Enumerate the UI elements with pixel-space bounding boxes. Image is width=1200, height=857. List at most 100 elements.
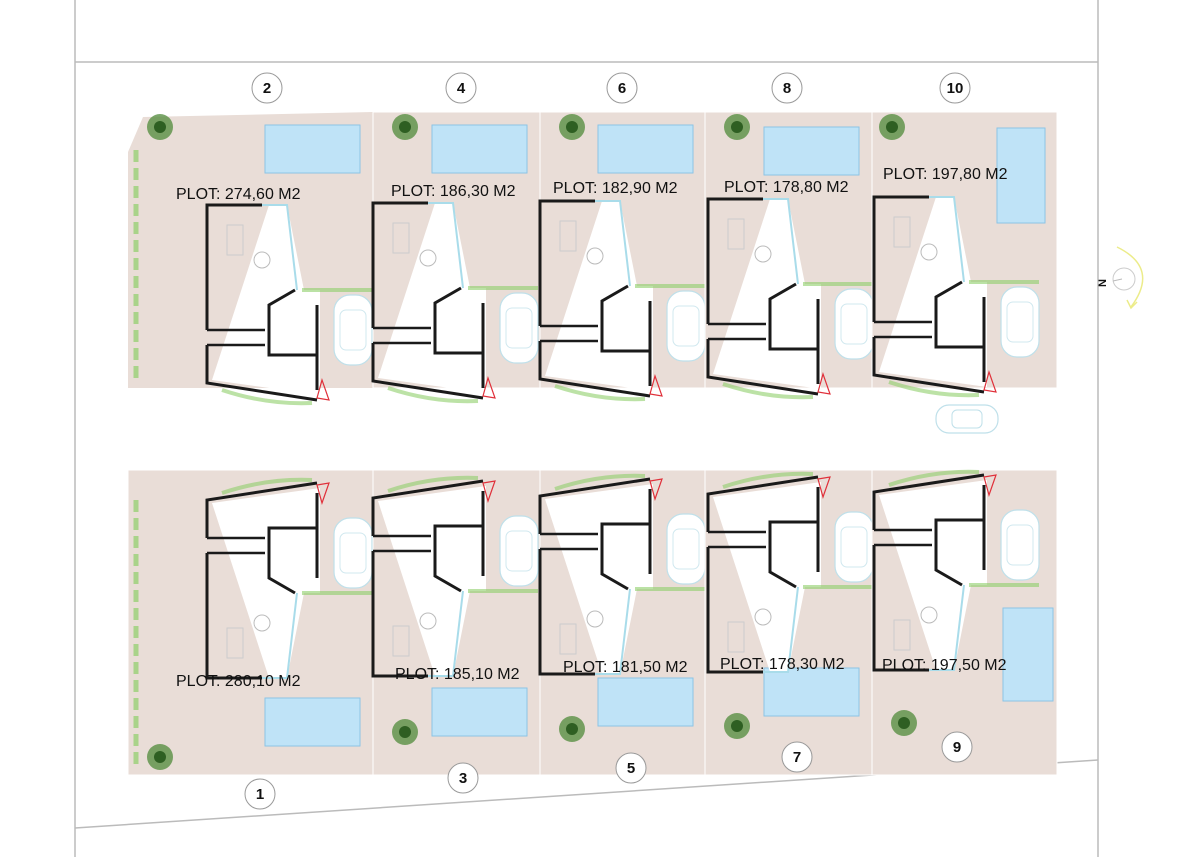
- plot-area-label: PLOT: 197,80 M2: [883, 166, 1008, 183]
- house-wall: [371, 551, 428, 678]
- pool: [996, 127, 1046, 224]
- entry-marker-icon: [316, 482, 330, 506]
- house-wall: [768, 282, 818, 351]
- table-icon: [586, 610, 604, 628]
- sofa-icon: [727, 621, 745, 653]
- plot-number: 4: [457, 80, 466, 97]
- plot-1: PLOT: 280,10 M2 1: [127, 469, 374, 810]
- entry-marker-icon: [983, 369, 997, 393]
- house-wall: [708, 530, 766, 549]
- plot-number-badge: [244, 778, 276, 810]
- entry-marker-icon: [482, 480, 496, 504]
- entry-marker-icon: [649, 478, 663, 502]
- hedge: [888, 469, 980, 487]
- house-glazing: [595, 200, 631, 287]
- plot-8: PLOT: 178,80 M2 8: [704, 72, 874, 400]
- plot-number: 7: [793, 749, 801, 766]
- house-wall: [706, 197, 763, 324]
- north-arrow: N: [1097, 246, 1144, 310]
- hedge: [387, 386, 479, 404]
- entry-marker-icon: [817, 371, 831, 395]
- table-icon: [419, 249, 437, 267]
- house-wall: [205, 553, 262, 680]
- hedge: [387, 475, 479, 493]
- house-wall: [768, 520, 818, 589]
- plot-number: 8: [783, 80, 791, 97]
- car-window: [840, 526, 868, 568]
- plot-area-label: PLOT: 178,30 M2: [720, 656, 845, 673]
- entry-marker-icon: [817, 476, 831, 500]
- sofa-icon: [727, 218, 745, 250]
- hedge: [722, 382, 814, 400]
- entry-marker-icon: [649, 373, 663, 397]
- house-wall: [371, 343, 484, 400]
- plot-number-badge: [939, 72, 971, 104]
- entry-marker-icon: [983, 474, 997, 498]
- house-glazing: [763, 198, 799, 285]
- plot-number-badge: [781, 741, 813, 773]
- house-wall: [433, 524, 483, 593]
- plot-area-label: PLOT: 181,50 M2: [563, 659, 688, 676]
- car-icon: [499, 292, 539, 364]
- plot-3: PLOT: 185,10 M2 3: [371, 469, 541, 794]
- table-icon: [754, 608, 772, 626]
- house-wall: [872, 545, 929, 672]
- plot-2: PLOT: 274,60 M2 2: [128, 72, 373, 406]
- plot-6: PLOT: 182,90 M2 6: [538, 72, 706, 402]
- table-icon: [419, 612, 437, 630]
- entry-marker-icon: [316, 377, 330, 401]
- house-glazing: [428, 202, 464, 289]
- sofa-icon: [226, 224, 244, 256]
- table-icon: [920, 243, 938, 261]
- palm-tree-icon: [731, 121, 743, 133]
- pool: [597, 124, 694, 174]
- north-arrow-curve: [1116, 246, 1144, 308]
- sofa-icon: [392, 625, 410, 657]
- plot-number: 2: [263, 80, 271, 97]
- pool: [264, 697, 361, 747]
- pool: [763, 667, 860, 717]
- house-wall: [538, 549, 595, 676]
- plot-area-label: PLOT: 280,10 M2: [176, 673, 301, 690]
- north-label: N: [1097, 279, 1109, 287]
- sofa-icon: [559, 220, 577, 252]
- street-car: [935, 404, 999, 434]
- plot-number: 10: [947, 80, 964, 97]
- house-wall: [874, 320, 932, 339]
- hedge: [888, 380, 980, 398]
- house-wall: [540, 324, 598, 343]
- palm-tree-icon: [886, 121, 898, 133]
- pool: [597, 677, 694, 727]
- palm-tree-icon: [566, 723, 578, 735]
- pool: [1002, 607, 1054, 702]
- house-wall: [706, 547, 763, 674]
- table-icon: [754, 245, 772, 263]
- palm-tree-icon: [399, 121, 411, 133]
- sofa-icon: [226, 627, 244, 659]
- palm-tree-icon: [154, 121, 166, 133]
- plot-number: 3: [459, 770, 467, 787]
- table-icon: [253, 251, 271, 269]
- house-wall: [872, 195, 929, 322]
- plot-number: 6: [618, 80, 626, 97]
- car-window: [840, 303, 868, 345]
- house-glazing: [428, 590, 464, 677]
- hedge: [221, 477, 313, 495]
- plot-area-label: PLOT: 197,50 M2: [882, 657, 1007, 674]
- sofa-icon: [893, 216, 911, 248]
- hedge: [554, 384, 646, 402]
- plot-7: PLOT: 178,30 M2 7: [704, 469, 874, 776]
- car-icon: [1000, 509, 1040, 581]
- house-wall: [538, 341, 651, 398]
- car-icon: [1000, 286, 1040, 358]
- plot-number-badge: [445, 72, 477, 104]
- plot-number-badge: [771, 72, 803, 104]
- pool: [431, 124, 528, 174]
- house-wall: [267, 288, 317, 357]
- plot-number-badge: [615, 752, 647, 784]
- plot-area-label: PLOT: 178,80 M2: [724, 179, 849, 196]
- plot-area-label: PLOT: 182,90 M2: [553, 180, 678, 197]
- plot-9: PLOT: 197,50 M2 9: [871, 469, 1058, 776]
- house-wall: [205, 203, 262, 330]
- car-window: [505, 530, 533, 572]
